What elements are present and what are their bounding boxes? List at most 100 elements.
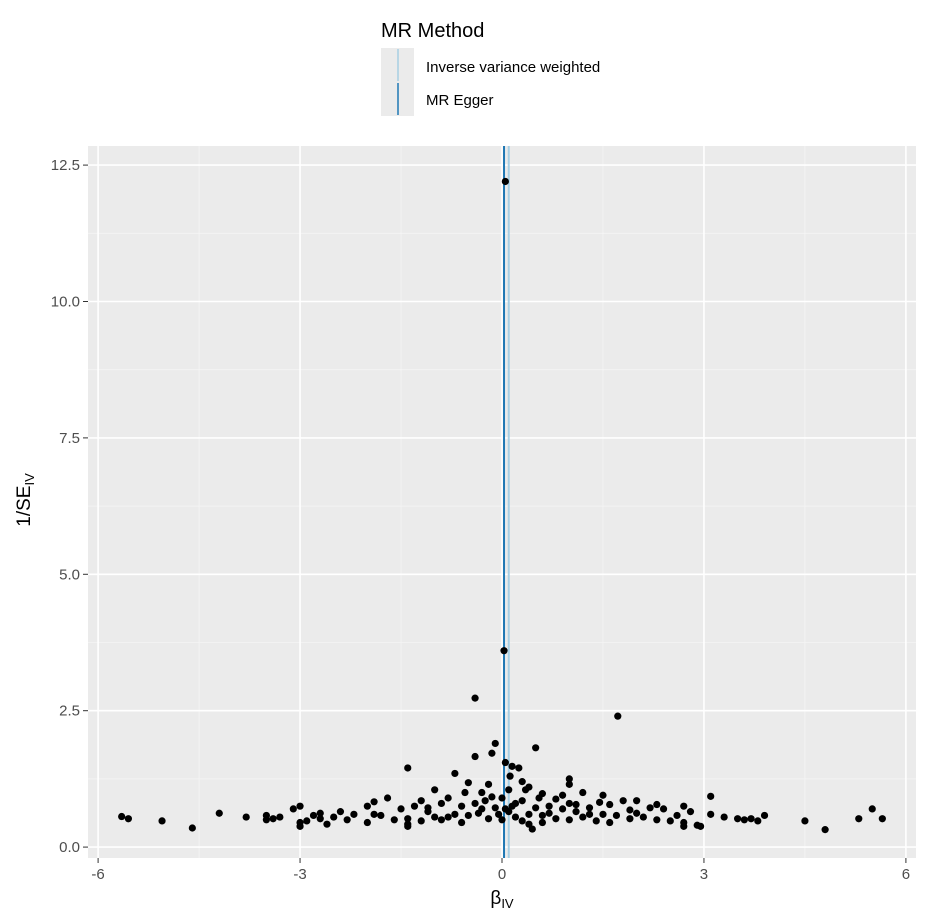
data-point — [491, 804, 499, 812]
data-point — [680, 822, 688, 830]
data-point — [747, 815, 755, 823]
data-point — [437, 799, 446, 808]
data-point — [363, 818, 371, 827]
data-point — [518, 817, 526, 825]
data-point — [242, 813, 250, 821]
y-tick-label: 10.0 — [51, 293, 80, 310]
data-point — [269, 815, 277, 823]
data-point — [740, 816, 748, 824]
data-point — [498, 816, 506, 824]
data-point — [370, 810, 378, 818]
data-point — [262, 816, 270, 824]
data-point — [498, 794, 506, 802]
data-point — [316, 809, 324, 817]
data-point — [478, 788, 486, 797]
data-point — [417, 817, 425, 825]
data-point — [377, 811, 385, 820]
data-point — [619, 797, 627, 805]
axes: -6 -3 0 3 6 0.0 2.5 5.0 7.5 10.0 12.5 — [51, 157, 910, 883]
data-point — [653, 816, 661, 824]
legend-label-egger: MR Egger — [426, 92, 494, 109]
y-axis-title-sub: IV — [22, 473, 37, 486]
data-point — [215, 809, 223, 817]
data-point — [508, 802, 516, 810]
data-point — [659, 805, 668, 813]
data-point — [868, 805, 876, 813]
legend-title: MR Method — [381, 20, 484, 42]
data-point — [323, 820, 331, 828]
y-axis-title-main: 1/SE — [14, 486, 35, 527]
data-point — [404, 822, 412, 830]
data-point — [506, 772, 514, 780]
data-point — [491, 739, 499, 748]
data-point — [444, 794, 452, 802]
data-point — [552, 795, 560, 803]
data-point — [390, 816, 398, 824]
data-point — [343, 816, 351, 824]
data-point — [431, 813, 439, 821]
data-point — [532, 744, 540, 752]
data-point — [579, 788, 587, 797]
data-point — [801, 817, 809, 825]
data-point — [505, 786, 513, 794]
data-point — [626, 806, 634, 814]
data-point — [461, 788, 469, 797]
data-point — [501, 177, 509, 186]
data-point — [350, 810, 358, 818]
data-point — [444, 813, 452, 821]
data-point — [696, 822, 705, 830]
data-point — [596, 798, 604, 806]
data-point — [488, 749, 496, 757]
x-axis-title: βIV — [490, 888, 514, 911]
data-point — [158, 817, 166, 825]
data-point — [579, 813, 587, 821]
data-point — [572, 800, 580, 809]
x-tick-label: -6 — [91, 866, 104, 883]
data-point — [397, 805, 405, 813]
data-point — [501, 758, 509, 767]
data-point — [518, 778, 526, 786]
data-point — [558, 791, 567, 799]
data-point — [404, 764, 412, 772]
data-point — [296, 802, 304, 810]
data-point — [424, 804, 432, 812]
data-point — [451, 810, 459, 818]
data-point — [383, 794, 392, 802]
x-tick-label: 6 — [902, 866, 910, 883]
data-point — [538, 818, 546, 827]
data-point — [471, 694, 479, 702]
data-point — [188, 824, 196, 832]
data-point — [565, 780, 573, 788]
y-tick-label: 0.0 — [59, 839, 80, 856]
legend: MR Method Inverse variance weighted MR E… — [381, 20, 600, 116]
x-axis-title-sub: IV — [501, 896, 514, 911]
y-tick-label: 12.5 — [51, 157, 80, 174]
data-point — [707, 810, 715, 818]
data-point — [612, 811, 621, 820]
data-point — [585, 810, 594, 818]
data-point — [336, 808, 345, 816]
data-point — [471, 799, 479, 808]
data-point — [289, 805, 297, 813]
data-point — [673, 811, 681, 820]
data-point — [296, 822, 304, 830]
y-axis-title: 1/SEIV — [14, 473, 37, 527]
data-point — [431, 786, 439, 794]
data-point — [518, 797, 526, 805]
data-point — [535, 794, 543, 802]
x-tick-label: 3 — [700, 866, 708, 883]
data-point — [515, 764, 523, 772]
data-point — [585, 804, 594, 812]
data-point — [606, 818, 614, 827]
data-point — [707, 792, 715, 800]
data-point — [754, 817, 762, 825]
data-point — [437, 816, 446, 824]
data-point — [464, 779, 472, 787]
data-point — [521, 786, 530, 794]
data-point — [734, 815, 742, 823]
data-points — [118, 177, 886, 834]
data-point — [599, 810, 607, 818]
data-point — [501, 805, 509, 813]
data-point — [720, 813, 728, 821]
